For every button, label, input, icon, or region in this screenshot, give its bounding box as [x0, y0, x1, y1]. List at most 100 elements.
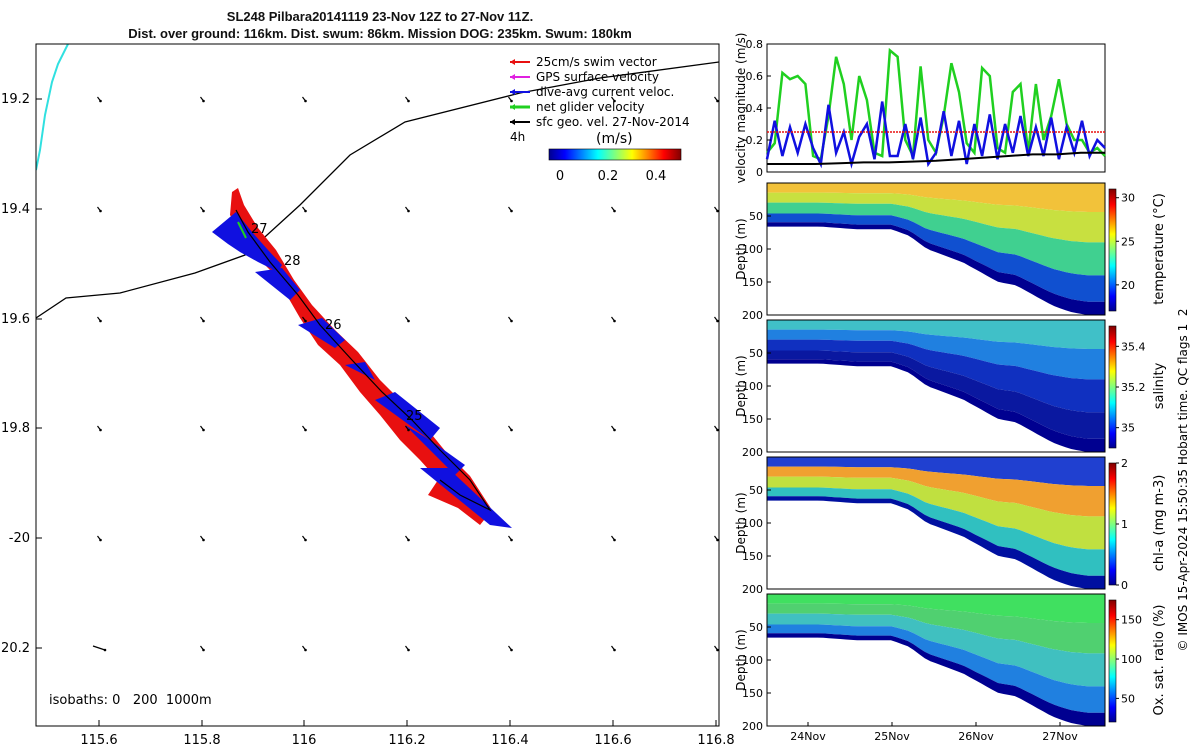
geo-vel-arrowhead — [304, 99, 307, 103]
geo-vel-arrowhead — [407, 209, 410, 213]
geo-vel-arrowhead — [716, 428, 719, 432]
geo-vel-arrowhead — [304, 428, 307, 432]
section-fill-layer — [767, 487, 1105, 576]
geo-vel-arrowhead — [99, 99, 102, 103]
section-colorbar — [1108, 462, 1117, 586]
section-fill-layer — [767, 222, 1105, 315]
geo-vel-arrowhead — [202, 538, 205, 542]
geo-vel-arrowhead — [407, 428, 410, 432]
legend-arrowhead — [510, 89, 515, 95]
geo-vel-arrowhead — [613, 648, 616, 652]
x-tick-label: 115.6 — [80, 733, 117, 748]
geo-vel-arrowhead — [202, 648, 205, 652]
depth-axis-label: Depth (m) — [734, 629, 748, 690]
section-colorbar — [1108, 599, 1117, 723]
section-fill-layer — [767, 339, 1105, 413]
x-tick-label: 116.8 — [697, 733, 734, 748]
colorbar-tick-label: 25 — [1121, 235, 1135, 248]
track-day-label: 26 — [325, 318, 342, 333]
geo-vel-arrowhead — [613, 428, 616, 432]
section-fill-layer — [767, 476, 1105, 550]
geo-vel-arrowhead — [510, 209, 513, 213]
geo-vel-arrowhead — [613, 319, 616, 323]
y-tick-label: 50 — [749, 484, 763, 497]
section-fill-layer — [767, 496, 1105, 589]
y-tick-label: 200 — [742, 720, 763, 733]
geo-vel-arrowhead — [99, 319, 102, 323]
section-fill-layer — [767, 329, 1105, 380]
geo-vel-arrowhead — [510, 428, 513, 432]
legend-label: sfc geo. vel. 27-Nov-2014 — [536, 115, 690, 129]
speed-colorbar — [548, 148, 682, 161]
velocity-y-label: velocity magnitude (m/s) — [734, 33, 748, 184]
y-tick-label: 200 — [742, 446, 763, 459]
legend-arrowhead — [510, 74, 515, 80]
y-tick-label: 150 — [742, 687, 763, 700]
section-fill-layer — [767, 192, 1105, 243]
colorbar-tick: 0 — [556, 169, 564, 184]
depth-axis-label: Depth (m) — [734, 218, 748, 279]
x-tick-label: 27Nov — [1042, 730, 1078, 743]
geo-vel-arrowhead — [407, 99, 410, 103]
geo-vel-arrowhead — [716, 319, 719, 323]
y-tick-label: 150 — [742, 550, 763, 563]
track-line — [235, 209, 492, 512]
x-tick-label: 25Nov — [874, 730, 910, 743]
colorbar-tick: 0.4 — [646, 169, 667, 184]
geo-vel-arrowhead — [613, 209, 616, 213]
y-tick-label: 19.8 — [1, 421, 30, 436]
colorbar-title: (m/s) — [596, 131, 633, 147]
geo-vel-arrowhead — [103, 648, 107, 652]
section-colorbar — [1108, 188, 1117, 312]
map-axes-box — [35, 43, 720, 727]
section-fill-layer — [767, 359, 1105, 452]
colorbar-tick-label: 30 — [1121, 192, 1135, 205]
section-panel: 50 100 150 200 Depth (m) 2 1 0 chl-a (mg m-3) — [734, 456, 1167, 596]
section-fill-layer — [767, 613, 1105, 687]
geo-vel-arrowhead — [202, 99, 205, 103]
current-vector-band — [255, 268, 300, 300]
colorbar-label: temperature (°C) — [1152, 193, 1167, 305]
colorbar-tick-label: 100 — [1121, 653, 1142, 666]
geo-vel-arrowhead — [407, 319, 410, 323]
section-fill-layer — [767, 633, 1105, 726]
geo-vel-arrowhead — [304, 319, 307, 323]
x-tick-label: 116.4 — [491, 733, 528, 748]
footer-credit: © IMOS 15-Apr-2024 15:50:35 Hobart time.… — [1176, 309, 1190, 652]
section-fill-layer — [767, 594, 1105, 623]
y-tick-label: 100 — [742, 243, 763, 256]
colorbar-tick-label: 2 — [1121, 457, 1128, 470]
x-tick-label: 116.2 — [388, 733, 425, 748]
depth-axis-label: Depth (m) — [734, 492, 748, 553]
geo-vel-arrowhead — [510, 319, 513, 323]
legend-label: GPS surface velocity — [536, 70, 659, 84]
geo-vel-arrowhead — [407, 538, 410, 542]
geo-vel-arrow — [92, 645, 106, 651]
colorbar-label: chl-a (mg m-3) — [1152, 475, 1167, 572]
geo-vel-arrowhead — [613, 99, 616, 103]
y-tick-label: 50 — [749, 347, 763, 360]
colorbar-tick-label: 150 — [1121, 614, 1142, 627]
legend-label: 25cm/s swim vector — [536, 55, 657, 69]
y-tick-label: 19.2 — [1, 92, 30, 107]
geo-vel-arrowhead — [99, 209, 102, 213]
colorbar-tick-label: 1 — [1121, 518, 1128, 531]
geo-vel-arrowhead — [407, 648, 410, 652]
velocity-series — [765, 47, 1106, 169]
geo-vel-arrowhead — [304, 648, 307, 652]
section-fill-layer — [767, 350, 1105, 439]
geo-vel-arrowhead — [716, 209, 719, 213]
x-tick-label: 116 — [292, 733, 317, 748]
section-fill-layer — [767, 183, 1105, 212]
geo-vel-arrowhead — [613, 538, 616, 542]
colorbar-tick-label: 35.4 — [1121, 340, 1146, 353]
y-tick-label: 0.8 — [746, 38, 764, 51]
velocity-y-axis: 0 0.2 0.4 0.6 0.8 — [746, 38, 771, 179]
colorbar-tick-label: 35.2 — [1121, 381, 1146, 394]
track-day-label: 25 — [406, 409, 423, 424]
legend-label: dive-avg current veloc. — [536, 85, 674, 99]
current-vector-band — [298, 318, 345, 348]
